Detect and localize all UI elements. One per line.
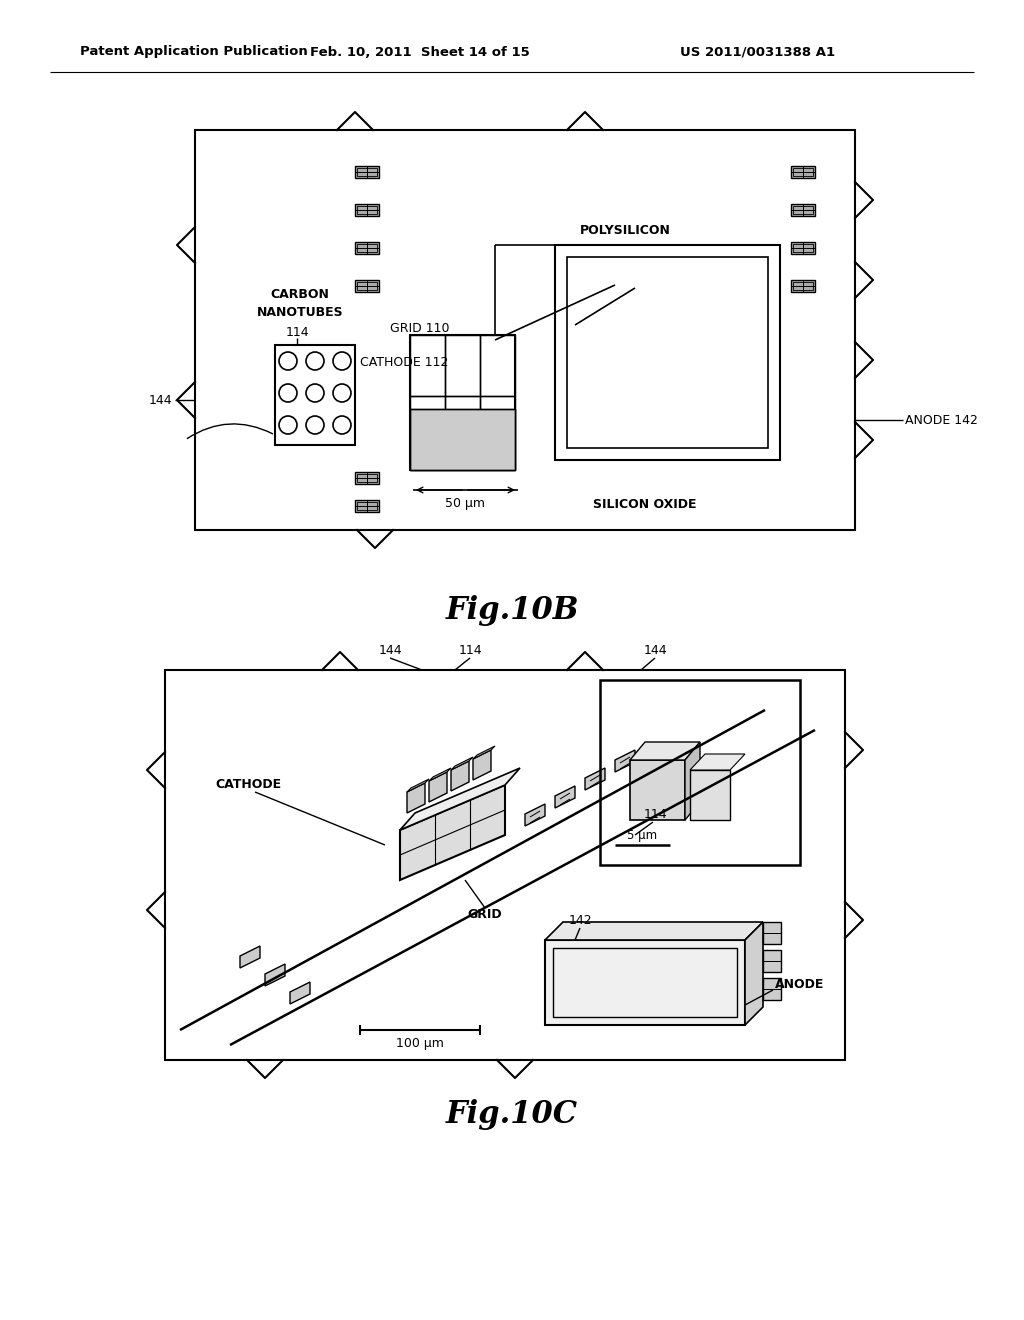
Polygon shape: [240, 946, 260, 968]
Bar: [763, 921, 781, 944]
Polygon shape: [451, 756, 473, 770]
Polygon shape: [407, 783, 425, 813]
Bar: [793, 206, 813, 214]
Bar: [357, 502, 377, 510]
Bar: [355, 280, 379, 292]
Bar: [567, 257, 768, 447]
Bar: [555, 246, 780, 459]
Text: NANOTUBES: NANOTUBES: [257, 305, 343, 318]
Bar: [410, 396, 445, 457]
Text: 114: 114: [458, 644, 482, 656]
Polygon shape: [400, 785, 505, 880]
Text: ANODE 142: ANODE 142: [905, 413, 978, 426]
Bar: [791, 280, 815, 292]
Polygon shape: [451, 762, 469, 791]
Bar: [355, 473, 379, 484]
Bar: [410, 457, 515, 470]
Bar: [355, 205, 379, 216]
Text: 114: 114: [643, 808, 667, 821]
Text: POLYSILICON: POLYSILICON: [580, 223, 671, 236]
Bar: [480, 335, 515, 396]
Polygon shape: [555, 785, 575, 808]
Text: GRID: GRID: [468, 908, 503, 921]
Bar: [410, 409, 515, 470]
Polygon shape: [745, 921, 763, 1026]
Bar: [357, 206, 377, 214]
Bar: [445, 335, 480, 396]
Text: Patent Application Publication: Patent Application Publication: [80, 45, 308, 58]
Polygon shape: [545, 921, 763, 940]
Bar: [545, 940, 745, 1026]
Polygon shape: [429, 772, 447, 803]
Text: 5 μm: 5 μm: [627, 829, 657, 842]
Polygon shape: [685, 742, 700, 820]
Text: CARBON: CARBON: [270, 289, 330, 301]
Polygon shape: [473, 750, 490, 780]
Bar: [763, 950, 781, 972]
Bar: [793, 244, 813, 252]
Polygon shape: [265, 964, 285, 986]
Text: ANODE: ANODE: [775, 978, 824, 991]
Bar: [357, 282, 377, 290]
Bar: [410, 335, 445, 396]
Text: 144: 144: [148, 393, 172, 407]
Polygon shape: [585, 768, 605, 789]
Text: 144: 144: [378, 644, 401, 656]
Bar: [357, 474, 377, 482]
Text: 142: 142: [568, 913, 592, 927]
Bar: [763, 978, 781, 1001]
Bar: [195, 129, 855, 531]
Bar: [357, 244, 377, 252]
Polygon shape: [290, 982, 310, 1005]
Text: Fig.10B: Fig.10B: [445, 594, 579, 626]
Text: CATHODE: CATHODE: [215, 779, 282, 792]
Bar: [793, 168, 813, 176]
Text: CATHODE 112: CATHODE 112: [360, 355, 449, 368]
Text: SILICON OXIDE: SILICON OXIDE: [593, 499, 696, 511]
Polygon shape: [473, 746, 495, 759]
Bar: [275, 345, 355, 445]
Bar: [791, 205, 815, 216]
Text: 114: 114: [286, 326, 309, 338]
Bar: [690, 770, 730, 820]
Bar: [357, 168, 377, 176]
Bar: [165, 671, 845, 1060]
Bar: [600, 680, 800, 865]
Bar: [355, 242, 379, 253]
Polygon shape: [630, 742, 700, 760]
Bar: [553, 948, 737, 1016]
Bar: [630, 760, 685, 820]
Bar: [791, 242, 815, 253]
Text: Fig.10C: Fig.10C: [446, 1100, 578, 1130]
Text: GRID 110: GRID 110: [390, 322, 450, 334]
Bar: [793, 282, 813, 290]
Text: 100 μm: 100 μm: [396, 1038, 444, 1051]
Bar: [791, 166, 815, 178]
Polygon shape: [407, 779, 429, 792]
Bar: [445, 396, 480, 457]
Text: 50 μm: 50 μm: [445, 498, 485, 511]
Text: US 2011/0031388 A1: US 2011/0031388 A1: [680, 45, 836, 58]
Bar: [355, 500, 379, 512]
Bar: [480, 396, 515, 457]
Polygon shape: [400, 768, 520, 830]
Polygon shape: [525, 804, 545, 826]
Text: 144: 144: [643, 644, 667, 656]
Bar: [410, 335, 515, 470]
Text: Feb. 10, 2011  Sheet 14 of 15: Feb. 10, 2011 Sheet 14 of 15: [310, 45, 529, 58]
Bar: [410, 409, 515, 470]
Bar: [355, 166, 379, 178]
Polygon shape: [429, 768, 451, 781]
Polygon shape: [615, 750, 635, 772]
Polygon shape: [690, 754, 745, 770]
